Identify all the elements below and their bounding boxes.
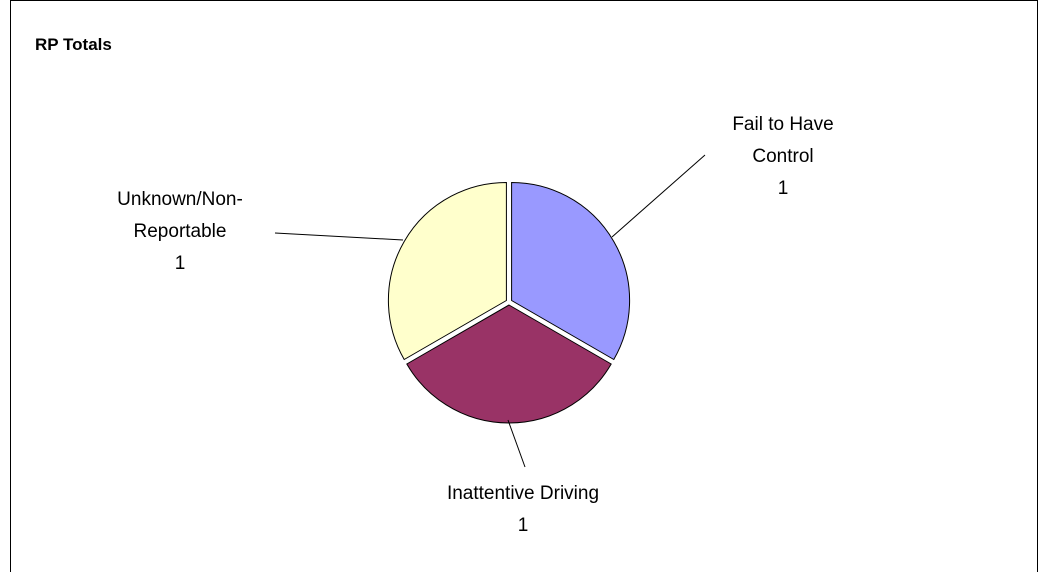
chart-title: RP Totals	[35, 35, 112, 54]
pie-slice	[511, 181, 631, 361]
category-label: Unknown/Non-Reportable	[117, 189, 243, 242]
value-label: 1	[174, 253, 186, 274]
frame	[10, 0, 1038, 572]
slice-label: Inattentive Driving 1	[443, 478, 603, 542]
slice-label: Unknown/Non-Reportable 1	[80, 184, 280, 280]
leader-line	[611, 154, 706, 238]
category-label: Fail to Have Control	[732, 114, 834, 167]
pie-slice	[387, 181, 507, 361]
leader-line	[274, 232, 404, 241]
category-label: Inattentive Driving	[446, 483, 600, 504]
leader-line	[507, 419, 526, 468]
slice-label: Fail to Have Control 1	[703, 109, 863, 205]
value-label: 1	[517, 515, 529, 536]
value-label: 1	[777, 178, 789, 199]
